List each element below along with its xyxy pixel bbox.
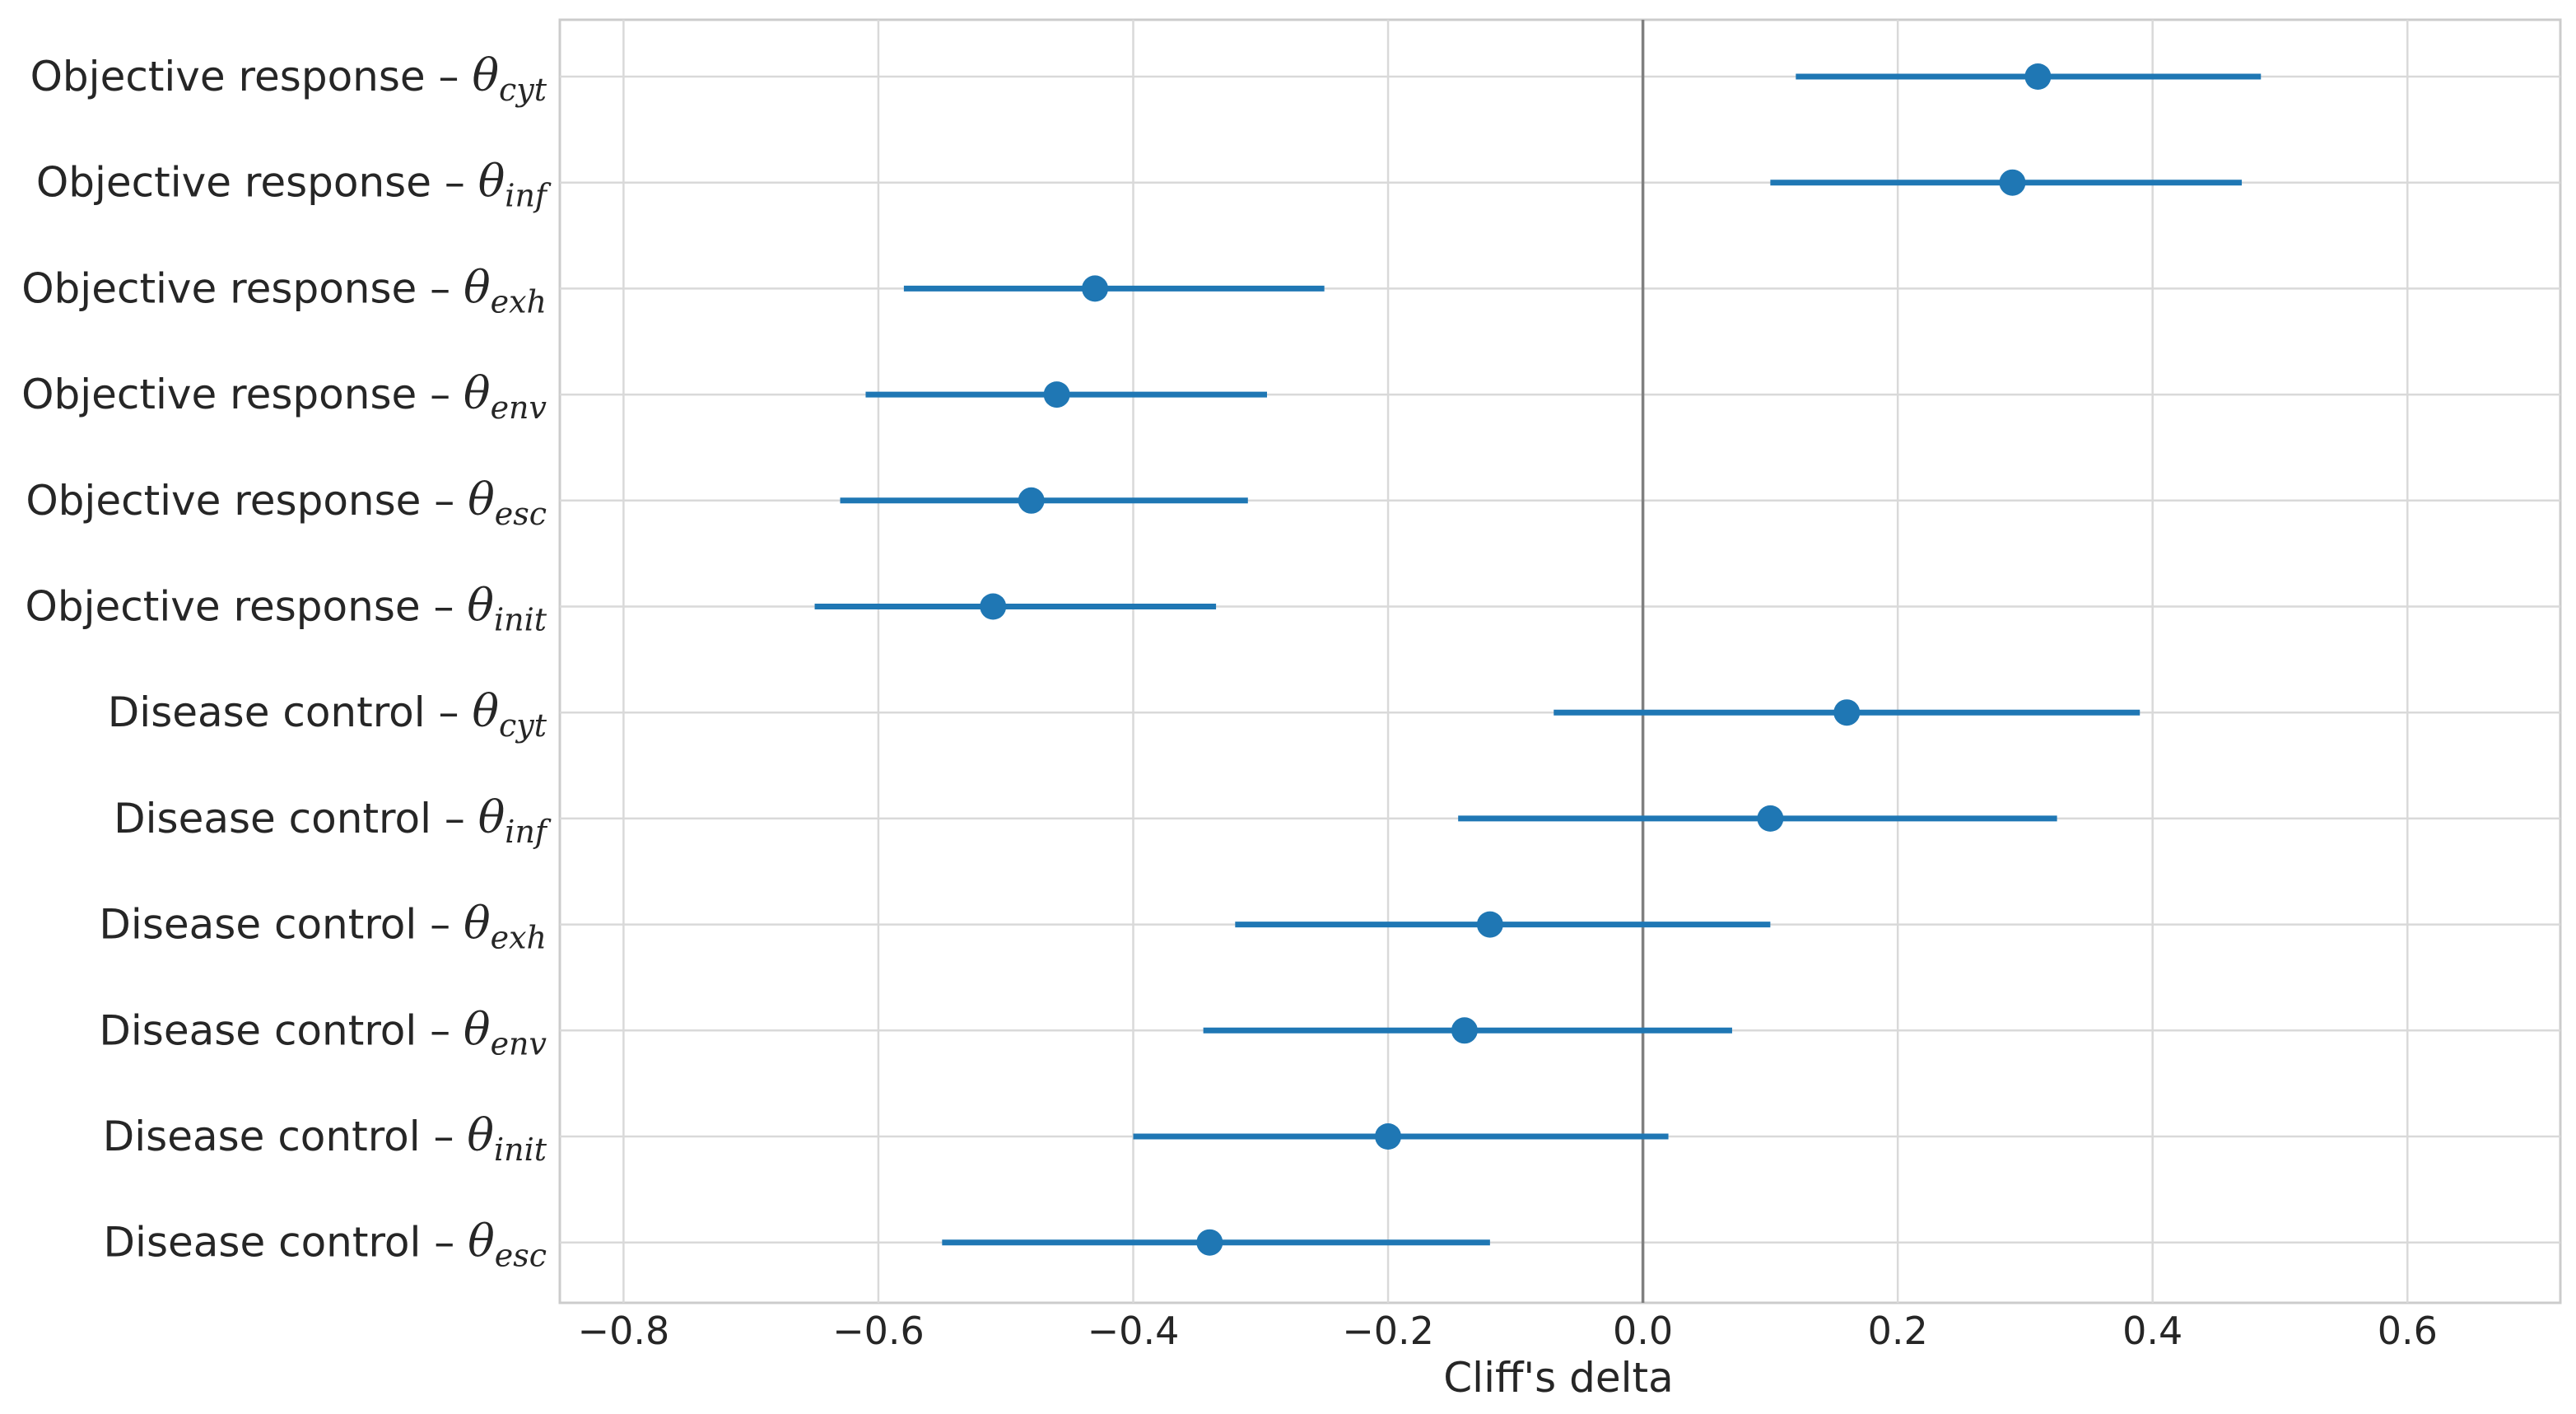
theta-subscript: inf [505,814,552,850]
theta-symbol: θ [472,49,499,101]
row-label-prefix: Objective response – [30,53,473,100]
theta-symbol: θ [467,1109,494,1161]
estimate-point [1451,1017,1478,1044]
estimate-point [1757,805,1784,832]
row-label: Disease control – θcyt [108,685,547,744]
theta-subscript: env [491,390,547,426]
theta-subscript: exh [491,920,547,956]
row-label: Objective response – θcyt [30,49,547,108]
row-label: Objective response – θexh [21,261,547,320]
x-tick-label: −0.2 [1342,1309,1434,1353]
row-label: Disease control – θenv [99,1003,547,1062]
row-label: Objective response – θinit [26,580,547,638]
x-tick-label: −0.6 [832,1309,925,1353]
row-label-prefix: Disease control – [103,1113,468,1160]
estimate-point [1196,1229,1223,1256]
x-tick-label: 0.0 [1613,1309,1673,1353]
theta-subscript: cyt [499,707,547,744]
estimate-point [1043,381,1070,408]
theta-symbol: θ [468,474,495,525]
x-tick-label: 0.4 [2122,1309,2182,1353]
row-label: Disease control – θinit [103,1109,547,1168]
estimate-point [1082,275,1109,302]
row-label-prefix: Disease control – [104,1219,468,1267]
theta-symbol: θ [463,1003,491,1055]
estimate-point [1833,699,1861,726]
estimate-points [980,63,2052,1256]
row-label: Objective response – θenv [21,367,547,426]
row-label-prefix: Objective response – [21,264,463,312]
row-label-prefix: Disease control – [99,901,463,949]
estimate-point [1999,169,2026,196]
x-tick-label: −0.8 [578,1309,670,1353]
estimate-point [980,593,1007,620]
x-tick-label: 0.6 [2378,1309,2438,1353]
row-label-prefix: Objective response – [21,371,463,418]
estimate-point [1375,1123,1402,1150]
theta-subscript: env [491,1025,547,1062]
estimate-point [1018,487,1045,514]
x-tick-label: −0.4 [1088,1309,1180,1353]
row-label: Disease control – θinf [114,791,552,850]
row-label: Disease control – θesc [104,1216,547,1274]
theta-subscript: init [494,1132,547,1168]
estimate-point [1476,911,1503,938]
row-label-prefix: Objective response – [26,477,468,525]
theta-subscript: inf [505,178,552,214]
x-tick-label: 0.2 [1868,1309,1928,1353]
row-label-prefix: Disease control – [114,795,478,842]
theta-symbol: θ [478,791,505,843]
row-label: Disease control – θexh [99,898,547,956]
theta-symbol: θ [472,685,499,737]
theta-symbol: θ [468,1216,495,1267]
theta-symbol: θ [478,156,505,208]
theta-symbol: θ [463,367,491,419]
theta-symbol: θ [463,261,491,313]
theta-subscript: esc [495,1238,547,1274]
estimate-point [2024,63,2052,90]
theta-symbol: θ [467,580,494,632]
row-label-prefix: Objective response – [36,159,478,207]
plot-area [558,18,2562,1304]
row-label-prefix: Disease control – [108,688,473,736]
x-axis-ticks: −0.8 −0.6 −0.4 −0.2 0.0 0.2 0.4 0.6 [578,1309,2438,1353]
row-label-prefix: Objective response – [26,583,468,631]
theta-symbol: θ [463,898,491,950]
theta-subscript: esc [495,496,547,532]
theta-subscript: cyt [499,72,547,108]
row-label-prefix: Disease control – [99,1006,463,1054]
row-label: Objective response – θinf [36,156,552,214]
theta-subscript: init [494,602,547,638]
row-label: Objective response – θesc [26,474,547,532]
theta-subscript: exh [491,283,547,320]
x-axis-label: Cliff's delta [1443,1354,1673,1402]
